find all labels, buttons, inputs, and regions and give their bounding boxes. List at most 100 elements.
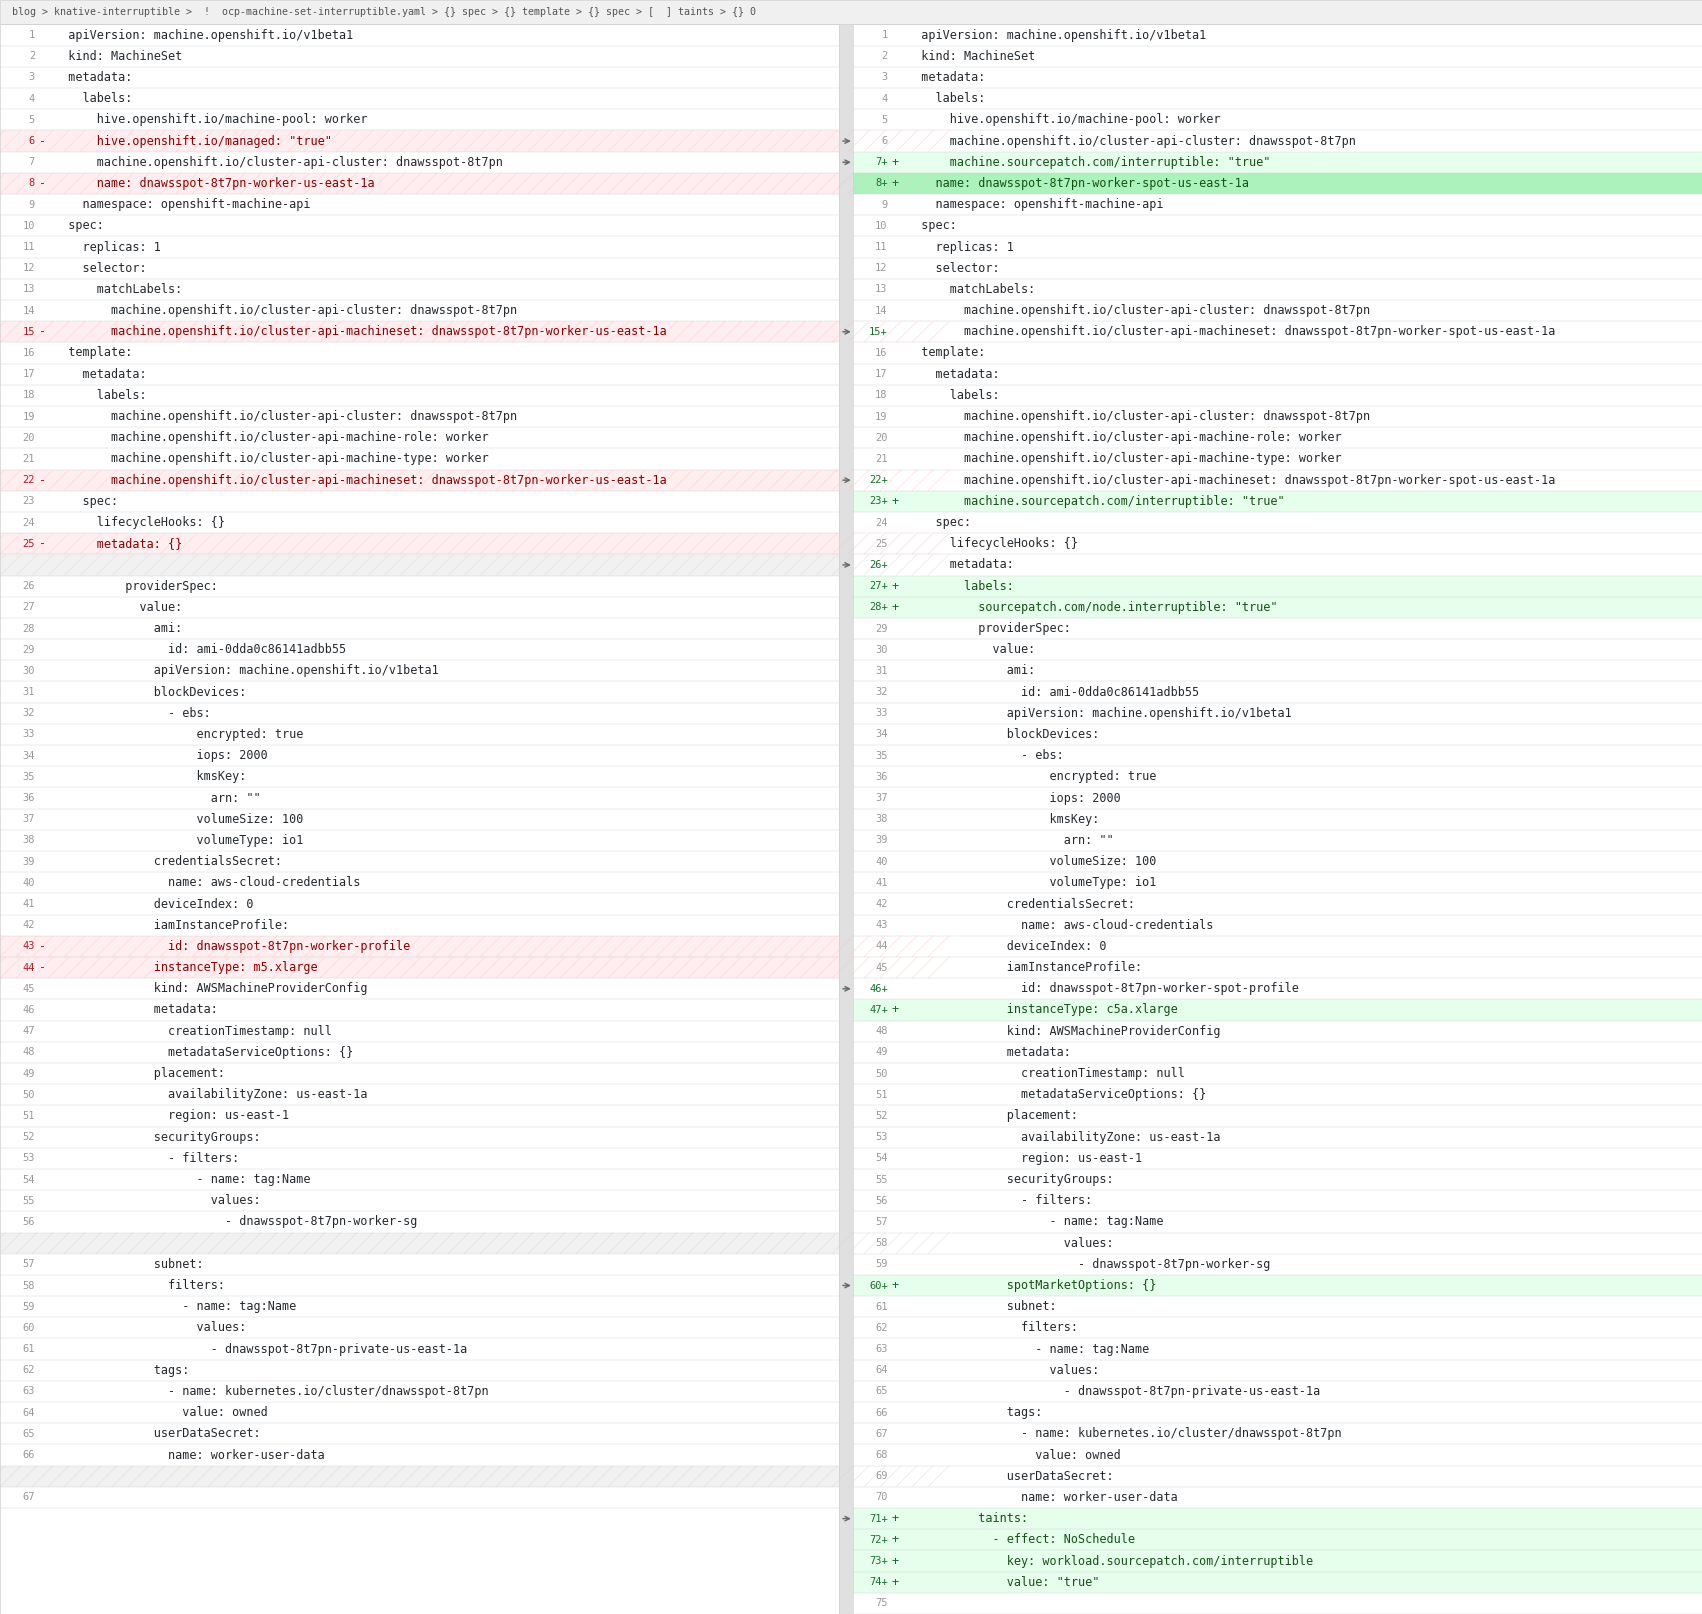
Text: 33: 33 (22, 730, 36, 739)
Text: metadata: {}: metadata: {} (54, 537, 182, 550)
Text: 34: 34 (22, 751, 36, 760)
Text: tags:: tags: (54, 1364, 189, 1377)
Text: - name: tag:Name: - name: tag:Name (54, 1173, 310, 1186)
Text: kmsKey:: kmsKey: (54, 770, 247, 783)
Bar (0, 1233, 839, 1254)
Text: 40: 40 (22, 878, 36, 888)
Text: arn: "": arn: "" (54, 791, 260, 804)
Text: labels:: labels: (907, 92, 985, 105)
Text: machine.openshift.io/cluster-api-cluster: dnawsspot-8t7pn: machine.openshift.io/cluster-api-cluster… (54, 303, 517, 316)
Text: 37: 37 (875, 792, 888, 804)
Text: 13: 13 (875, 284, 888, 294)
Text: hive.openshift.io/machine-pool: worker: hive.openshift.io/machine-pool: worker (907, 113, 1220, 126)
Text: 32: 32 (875, 688, 888, 697)
Text: volumeType: io1: volumeType: io1 (54, 834, 303, 847)
Text: labels:: labels: (54, 389, 146, 402)
Text: availabilityZone: us-east-1a: availabilityZone: us-east-1a (907, 1131, 1220, 1144)
Text: 8+: 8+ (875, 179, 888, 189)
Bar (853, 576, 1702, 597)
Text: lifecycleHooks: {}: lifecycleHooks: {} (54, 516, 225, 529)
Text: creationTimestamp: null: creationTimestamp: null (907, 1067, 1185, 1080)
Bar (0, 936, 839, 957)
Text: apiVersion: machine.openshift.io/v1beta1: apiVersion: machine.openshift.io/v1beta1 (54, 665, 439, 678)
Text: machine.openshift.io/cluster-api-cluster: dnawsspot-8t7pn: machine.openshift.io/cluster-api-cluster… (907, 410, 1370, 423)
Text: -: - (39, 537, 46, 550)
Text: spotMarketOptions: {}: spotMarketOptions: {} (907, 1278, 1156, 1291)
Text: id: dnawsspot-8t7pn-worker-spot-profile: id: dnawsspot-8t7pn-worker-spot-profile (907, 983, 1299, 996)
Text: 50: 50 (875, 1068, 888, 1078)
Text: -: - (39, 134, 46, 147)
Text: 25: 25 (875, 539, 888, 549)
Text: 58: 58 (22, 1280, 36, 1291)
Text: name: aws-cloud-credentials: name: aws-cloud-credentials (54, 876, 361, 889)
Text: instanceType: c5a.xlarge: instanceType: c5a.xlarge (907, 1004, 1178, 1017)
Bar (853, 597, 1702, 618)
Text: 9: 9 (882, 200, 888, 210)
Text: +: + (892, 579, 899, 592)
Text: 38: 38 (22, 836, 36, 846)
Text: key: workload.sourcepatch.com/interruptible: key: workload.sourcepatch.com/interrupti… (907, 1554, 1312, 1567)
Text: 1: 1 (882, 31, 888, 40)
Text: 18: 18 (22, 391, 36, 400)
Text: 55: 55 (22, 1196, 36, 1206)
Text: lifecycleHooks: {}: lifecycleHooks: {} (907, 537, 1077, 550)
Text: - filters:: - filters: (907, 1194, 1093, 1207)
Bar (0, 24, 839, 1614)
Text: value:: value: (907, 644, 1035, 657)
Text: 52: 52 (22, 1131, 36, 1143)
Text: -: - (39, 960, 46, 975)
Text: template:: template: (907, 347, 985, 360)
Text: 53: 53 (875, 1131, 888, 1143)
Text: id: ami-0dda0c86141adbb55: id: ami-0dda0c86141adbb55 (907, 686, 1198, 699)
Text: metadata:: metadata: (907, 558, 1014, 571)
Text: placement:: placement: (907, 1109, 1077, 1122)
Text: 36: 36 (875, 771, 888, 781)
Text: metadata:: metadata: (54, 71, 133, 84)
Text: kind: MachineSet: kind: MachineSet (54, 50, 182, 63)
Text: 72+: 72+ (870, 1535, 888, 1545)
Text: 44: 44 (22, 962, 36, 973)
Text: providerSpec:: providerSpec: (54, 579, 218, 592)
Text: placement:: placement: (54, 1067, 225, 1080)
Text: values:: values: (54, 1322, 247, 1335)
Text: deviceIndex: 0: deviceIndex: 0 (54, 897, 254, 910)
Text: -: - (39, 939, 46, 952)
Text: 66: 66 (22, 1449, 36, 1461)
Text: spec:: spec: (54, 220, 104, 232)
Text: - ebs:: - ebs: (907, 749, 1064, 762)
Text: 24: 24 (22, 518, 36, 528)
Bar (0, 957, 839, 978)
Text: +: + (892, 1512, 899, 1525)
Text: tags:: tags: (907, 1406, 1042, 1419)
Text: 36: 36 (22, 792, 36, 804)
Text: hive.openshift.io/machine-pool: worker: hive.openshift.io/machine-pool: worker (54, 113, 368, 126)
Text: 52: 52 (875, 1110, 888, 1122)
Text: machine.openshift.io/cluster-api-cluster: dnawsspot-8t7pn: machine.openshift.io/cluster-api-cluster… (907, 303, 1370, 316)
Text: metadata:: metadata: (907, 1046, 1071, 1059)
Bar (853, 1551, 1702, 1572)
Text: value: "true": value: "true" (907, 1575, 1099, 1588)
Text: 45: 45 (22, 985, 36, 994)
Text: credentialsSecret:: credentialsSecret: (54, 855, 283, 868)
Text: availabilityZone: us-east-1a: availabilityZone: us-east-1a (54, 1088, 368, 1101)
Text: 51: 51 (22, 1110, 36, 1122)
Text: name: worker-user-data: name: worker-user-data (907, 1491, 1178, 1504)
Text: 18: 18 (875, 391, 888, 400)
Text: 48: 48 (875, 1027, 888, 1036)
Text: 35: 35 (875, 751, 888, 760)
Text: 27+: 27+ (870, 581, 888, 591)
Text: kind: AWSMachineProviderConfig: kind: AWSMachineProviderConfig (54, 983, 368, 996)
Text: 27: 27 (22, 602, 36, 612)
Bar (0, 173, 839, 194)
Text: ami:: ami: (907, 665, 1035, 678)
Text: 65: 65 (875, 1386, 888, 1396)
Text: filters:: filters: (907, 1322, 1077, 1335)
Text: values:: values: (907, 1236, 1113, 1249)
Text: deviceIndex: 0: deviceIndex: 0 (907, 939, 1106, 952)
Text: 37: 37 (22, 813, 36, 825)
Bar (0, 321, 839, 342)
Text: 42: 42 (875, 899, 888, 909)
Text: - name: kubernetes.io/cluster/dnawsspot-8t7pn: - name: kubernetes.io/cluster/dnawsspot-… (54, 1385, 488, 1398)
Text: labels:: labels: (54, 92, 133, 105)
Text: 3: 3 (882, 73, 888, 82)
